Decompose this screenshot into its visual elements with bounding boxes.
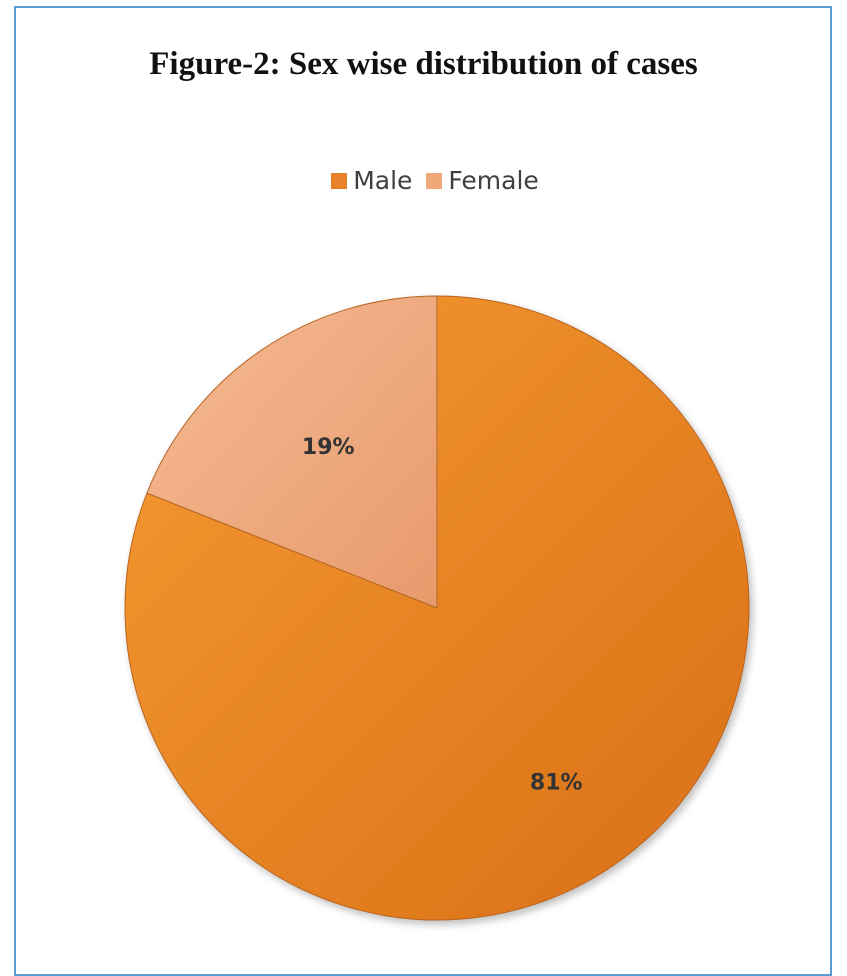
legend-label-female: Female [448, 166, 539, 195]
data-label-male: 81% [530, 770, 583, 795]
legend-item-female: Female [426, 166, 539, 195]
chart-title: Figure-2: Sex wise distribution of cases [149, 46, 698, 82]
pie-slice-female [146, 295, 438, 609]
legend-swatch-male [331, 172, 348, 189]
legend-label-male: Male [353, 166, 413, 195]
pie-slice-male [124, 295, 750, 921]
chart-legend: Male Female [0, 166, 847, 195]
legend-item-male: Male [331, 166, 412, 195]
data-label-female: 19% [302, 435, 355, 460]
legend-swatch-female [426, 172, 443, 189]
